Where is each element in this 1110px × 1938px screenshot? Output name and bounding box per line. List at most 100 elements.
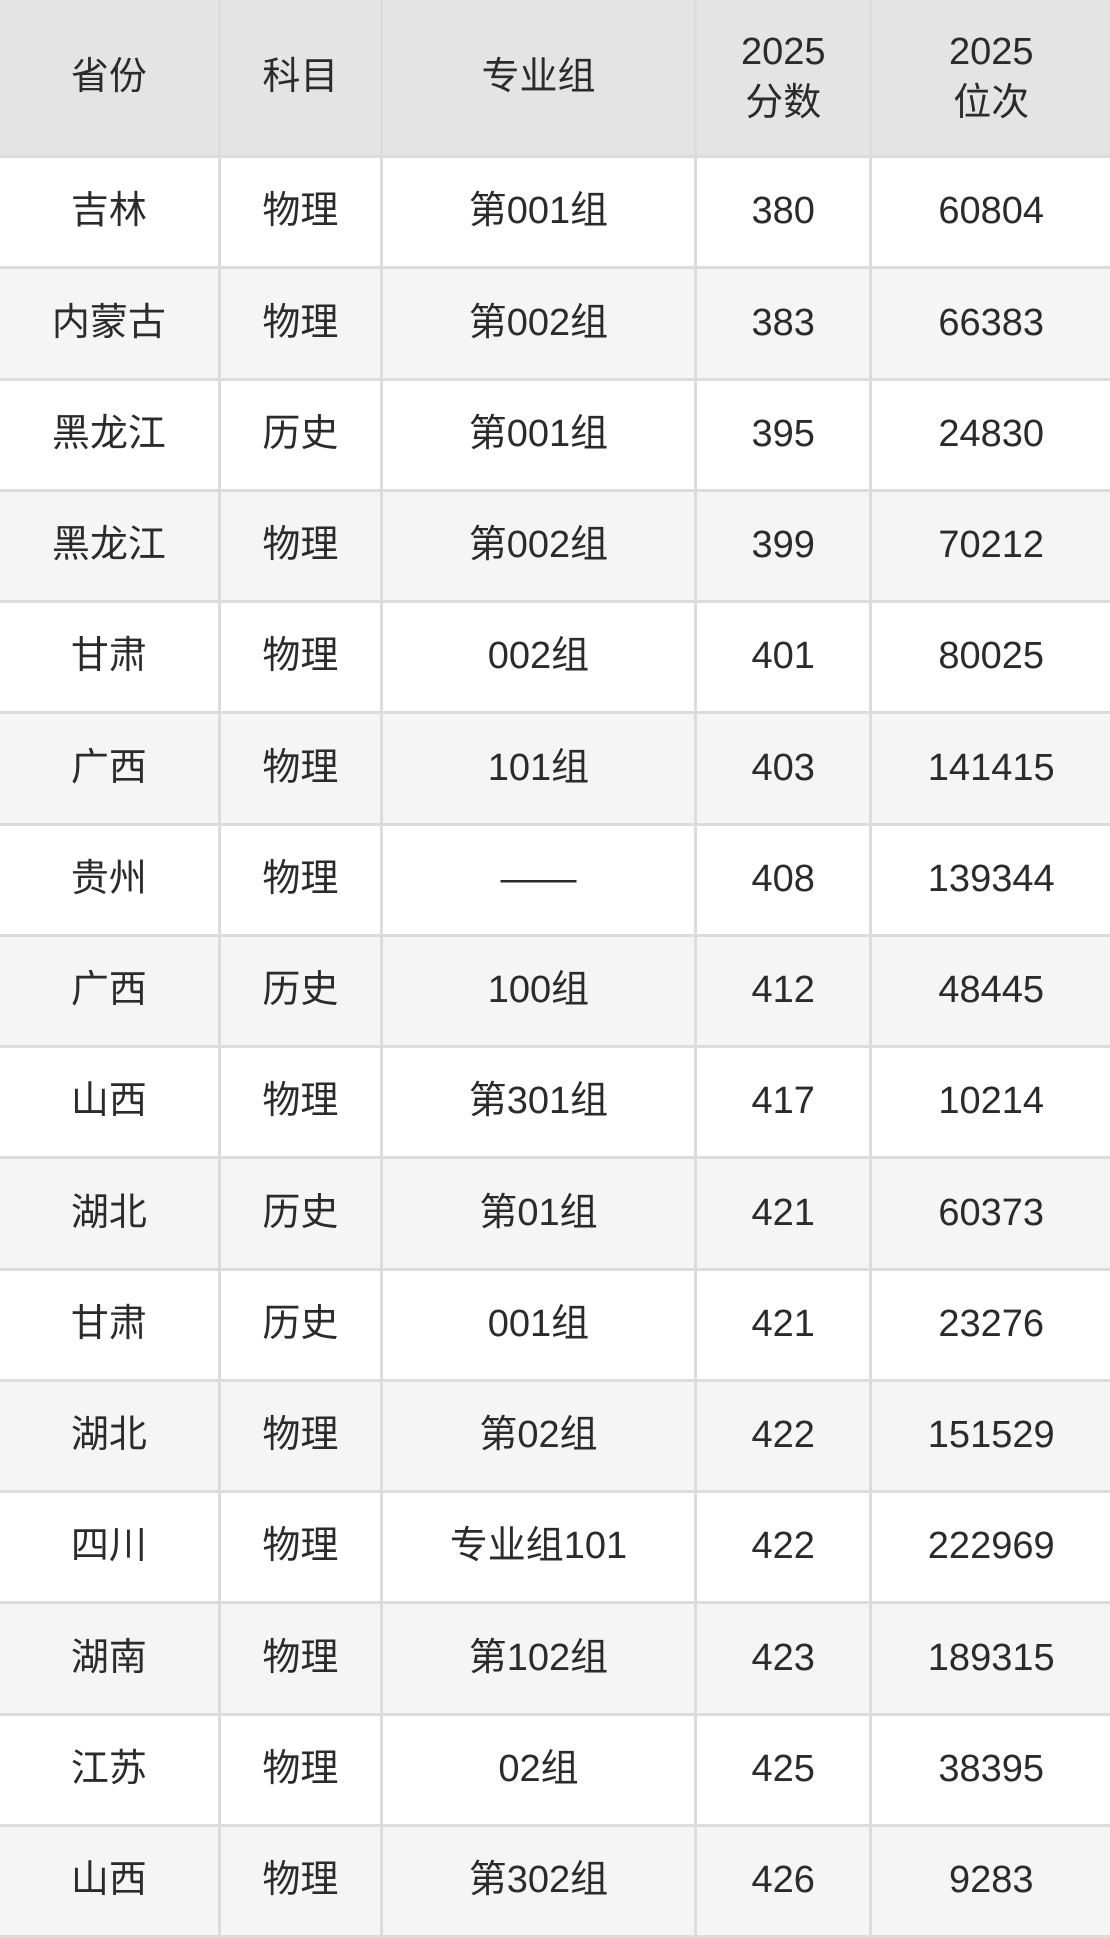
cell-subject: 历史 [220,380,383,492]
cell-rank-2025: 48445 [872,936,1110,1048]
cell-score-2025: 399 [697,491,873,603]
cell-score-2025: 422 [697,1381,873,1493]
cell-major-group: 101组 [382,714,698,826]
col-header-subject: 科目 [220,0,383,158]
cell-rank-2025: 189315 [872,1604,1110,1716]
cell-rank-2025: 24830 [872,380,1110,492]
cell-subject: 历史 [220,1159,383,1271]
cell-score-2025: 395 [697,380,873,492]
cell-score-2025: 421 [697,1270,873,1382]
cell-province: 贵州 [0,825,221,937]
col-header-rank-2025: 2025 位次 [872,0,1110,158]
cell-subject: 物理 [220,1493,383,1605]
cell-score-2025: 421 [697,1159,873,1271]
cell-province: 广西 [0,936,221,1048]
cell-major-group: 第002组 [382,269,698,381]
cell-rank-2025: 70212 [872,491,1110,603]
cell-rank-2025: 139344 [872,825,1110,937]
table-header: 省份 科目 专业组 2025 分数 2025 位次 [0,0,1110,158]
cell-rank-2025: 66383 [872,269,1110,381]
header-row: 省份 科目 专业组 2025 分数 2025 位次 [0,0,1110,158]
cell-major-group: 001组 [382,1270,698,1382]
cell-rank-2025: 80025 [872,603,1110,715]
cell-score-2025: 412 [697,936,873,1048]
cell-rank-2025: 60373 [872,1159,1110,1271]
cell-province: 吉林 [0,158,221,270]
cell-province: 内蒙古 [0,269,221,381]
cell-province: 黑龙江 [0,491,221,603]
cell-province: 湖北 [0,1381,221,1493]
table-body: 吉林 物理 第001组 380 60804 内蒙古 物理 第002组 383 66383 黑龙江 历史… [0,158,1110,1938]
col-header-major-group: 专业组 [382,0,698,158]
cell-score-2025: 426 [697,1826,873,1938]
cell-subject: 物理 [220,1826,383,1938]
table-row: 甘肃 历史 001组 421 23276 [0,1270,1110,1382]
cell-score-2025: 380 [697,158,873,270]
cell-rank-2025: 151529 [872,1381,1110,1493]
cell-subject: 物理 [220,603,383,715]
cell-major-group: 第02组 [382,1381,698,1493]
cell-subject: 物理 [220,1715,383,1827]
cell-rank-2025: 38395 [872,1715,1110,1827]
cell-major-group: 002组 [382,603,698,715]
table-row: 贵州 物理 —— 408 139344 [0,825,1110,937]
cell-score-2025: 423 [697,1604,873,1716]
table-row: 黑龙江 历史 第001组 395 24830 [0,380,1110,492]
table-row: 广西 历史 100组 412 48445 [0,936,1110,1048]
cell-province: 山西 [0,1826,221,1938]
cell-score-2025: 425 [697,1715,873,1827]
table-row: 吉林 物理 第001组 380 60804 [0,158,1110,270]
table-row: 甘肃 物理 002组 401 80025 [0,603,1110,715]
cell-rank-2025: 10214 [872,1048,1110,1160]
cell-major-group: 第001组 [382,380,698,492]
cell-province: 四川 [0,1493,221,1605]
cell-major-group: —— [382,825,698,937]
cell-score-2025: 417 [697,1048,873,1160]
cell-score-2025: 408 [697,825,873,937]
cell-province: 广西 [0,714,221,826]
cell-province: 甘肃 [0,603,221,715]
table-row: 湖北 物理 第02组 422 151529 [0,1381,1110,1493]
cell-province: 湖北 [0,1159,221,1271]
cell-rank-2025: 222969 [872,1493,1110,1605]
table-row: 湖北 历史 第01组 421 60373 [0,1159,1110,1271]
cell-rank-2025: 141415 [872,714,1110,826]
table-row: 山西 物理 第301组 417 10214 [0,1048,1110,1160]
cell-province: 湖南 [0,1604,221,1716]
cell-province: 山西 [0,1048,221,1160]
cell-subject: 物理 [220,1048,383,1160]
cell-subject: 历史 [220,1270,383,1382]
cell-major-group: 100组 [382,936,698,1048]
table-row: 江苏 物理 02组 425 38395 [0,1715,1110,1827]
cell-subject: 物理 [220,714,383,826]
cell-subject: 物理 [220,825,383,937]
cell-province: 江苏 [0,1715,221,1827]
cell-subject: 物理 [220,1604,383,1716]
table-row: 内蒙古 物理 第002组 383 66383 [0,269,1110,381]
cell-province: 甘肃 [0,1270,221,1382]
table-row: 黑龙江 物理 第002组 399 70212 [0,491,1110,603]
cell-major-group: 第001组 [382,158,698,270]
cell-major-group: 02组 [382,1715,698,1827]
cell-score-2025: 403 [697,714,873,826]
cell-subject: 物理 [220,269,383,381]
cell-subject: 物理 [220,1381,383,1493]
col-header-score-2025: 2025 分数 [697,0,873,158]
cell-major-group: 第102组 [382,1604,698,1716]
table-row: 广西 物理 101组 403 141415 [0,714,1110,826]
col-header-province: 省份 [0,0,221,158]
cell-major-group: 第302组 [382,1826,698,1938]
table-row: 四川 物理 专业组101 422 222969 [0,1493,1110,1605]
cell-score-2025: 401 [697,603,873,715]
cell-rank-2025: 60804 [872,158,1110,270]
cell-rank-2025: 23276 [872,1270,1110,1382]
cell-major-group: 第01组 [382,1159,698,1271]
cell-rank-2025: 9283 [872,1826,1110,1938]
table-row: 山西 物理 第302组 426 9283 [0,1826,1110,1938]
table-row: 湖南 物理 第102组 423 189315 [0,1604,1110,1716]
cell-score-2025: 383 [697,269,873,381]
cell-major-group: 专业组101 [382,1493,698,1605]
cell-province: 黑龙江 [0,380,221,492]
cell-major-group: 第301组 [382,1048,698,1160]
